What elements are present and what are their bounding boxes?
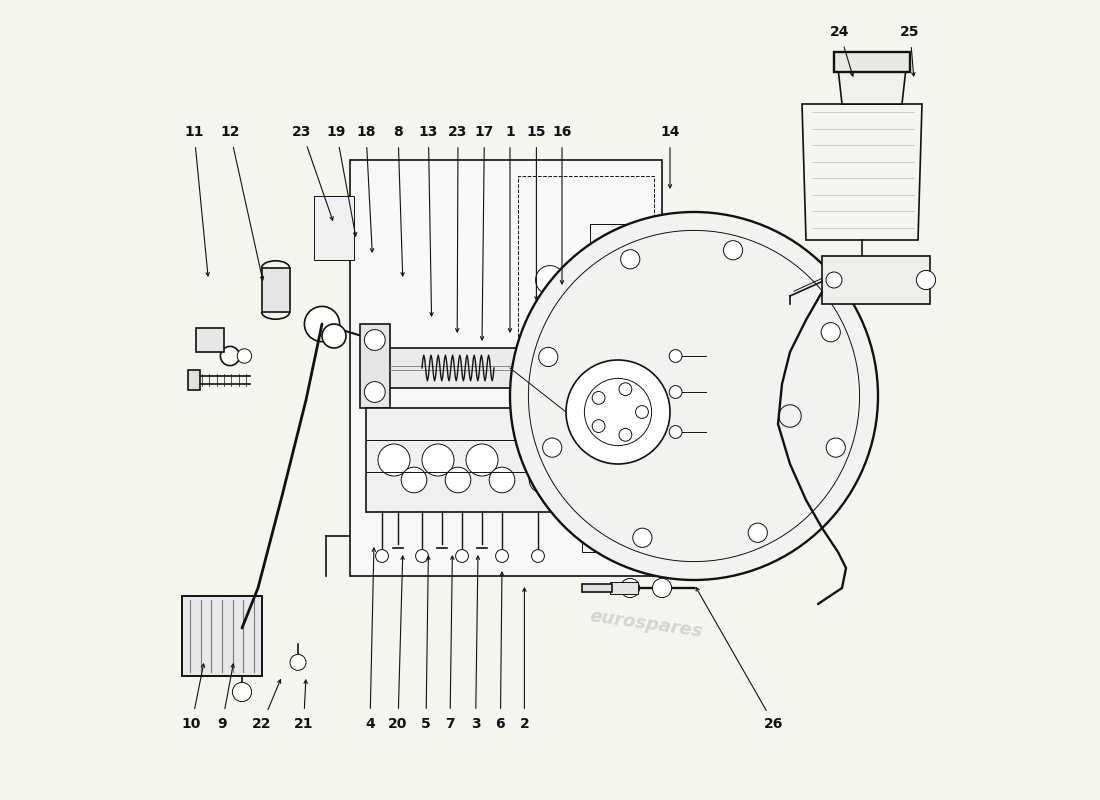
Circle shape (592, 391, 605, 404)
Polygon shape (822, 256, 930, 304)
Text: 15: 15 (527, 125, 546, 139)
Circle shape (490, 467, 515, 493)
Circle shape (322, 324, 346, 348)
Circle shape (916, 270, 936, 290)
Circle shape (529, 467, 554, 493)
Text: 11: 11 (185, 125, 204, 139)
Polygon shape (362, 348, 602, 388)
Circle shape (619, 382, 631, 395)
Polygon shape (582, 584, 612, 592)
Circle shape (566, 360, 670, 464)
Text: 17: 17 (475, 125, 494, 139)
Text: 14: 14 (660, 125, 680, 139)
Circle shape (542, 438, 562, 458)
Polygon shape (610, 582, 638, 594)
Circle shape (619, 429, 631, 442)
Polygon shape (366, 408, 558, 512)
Text: 26: 26 (764, 717, 783, 731)
Text: 25: 25 (900, 25, 920, 39)
Circle shape (748, 523, 768, 542)
Circle shape (416, 550, 428, 562)
Text: 20: 20 (388, 717, 408, 731)
Circle shape (821, 322, 840, 342)
Polygon shape (802, 104, 922, 240)
Text: 5: 5 (421, 717, 431, 731)
Text: 13: 13 (419, 125, 438, 139)
Text: 3: 3 (471, 717, 481, 731)
Text: 23: 23 (293, 125, 311, 139)
Circle shape (232, 682, 252, 702)
Text: 23: 23 (449, 125, 468, 139)
Circle shape (422, 444, 454, 476)
Text: 22: 22 (252, 717, 272, 731)
Circle shape (496, 550, 508, 562)
Circle shape (586, 284, 602, 300)
Text: 2: 2 (519, 717, 529, 731)
Circle shape (290, 654, 306, 670)
Text: 18: 18 (356, 125, 376, 139)
Polygon shape (582, 512, 654, 552)
Text: 19: 19 (327, 125, 346, 139)
Circle shape (592, 420, 605, 433)
Text: eurospares: eurospares (588, 607, 704, 641)
Text: eurospares: eurospares (588, 399, 704, 433)
Circle shape (305, 306, 340, 342)
Polygon shape (590, 224, 646, 296)
Polygon shape (314, 196, 354, 260)
Polygon shape (350, 160, 662, 576)
Text: 6: 6 (496, 717, 505, 731)
Circle shape (531, 550, 544, 562)
Circle shape (378, 444, 410, 476)
Circle shape (724, 241, 743, 260)
Text: 10: 10 (182, 717, 201, 731)
Circle shape (652, 578, 672, 598)
Polygon shape (262, 268, 290, 312)
Polygon shape (360, 324, 390, 408)
Circle shape (620, 578, 639, 598)
Circle shape (669, 386, 682, 398)
Polygon shape (838, 68, 906, 104)
Polygon shape (197, 328, 224, 352)
Circle shape (364, 330, 385, 350)
Polygon shape (188, 370, 200, 390)
Circle shape (826, 438, 846, 458)
Circle shape (536, 266, 564, 294)
Circle shape (539, 347, 558, 366)
Polygon shape (834, 52, 910, 72)
Circle shape (510, 212, 878, 580)
Text: eurospares: eurospares (356, 447, 472, 481)
Text: 8: 8 (393, 125, 403, 139)
Circle shape (620, 250, 640, 269)
Circle shape (364, 382, 385, 402)
Polygon shape (182, 596, 262, 676)
Text: eurospares: eurospares (356, 279, 472, 313)
Text: 12: 12 (220, 125, 240, 139)
Text: 16: 16 (552, 125, 572, 139)
Circle shape (669, 426, 682, 438)
Text: 1: 1 (505, 125, 515, 139)
Text: 9: 9 (217, 717, 227, 731)
Circle shape (632, 528, 652, 547)
Circle shape (669, 350, 682, 362)
Circle shape (636, 406, 648, 418)
Circle shape (855, 258, 869, 273)
Circle shape (446, 467, 471, 493)
Circle shape (238, 349, 252, 363)
Text: 4: 4 (365, 717, 375, 731)
Text: 24: 24 (829, 25, 849, 39)
Circle shape (402, 467, 427, 493)
Circle shape (466, 444, 498, 476)
Text: 7: 7 (446, 717, 454, 731)
Circle shape (220, 346, 240, 366)
Circle shape (375, 550, 388, 562)
Circle shape (826, 272, 842, 288)
Circle shape (455, 550, 469, 562)
Text: 21: 21 (294, 717, 313, 731)
